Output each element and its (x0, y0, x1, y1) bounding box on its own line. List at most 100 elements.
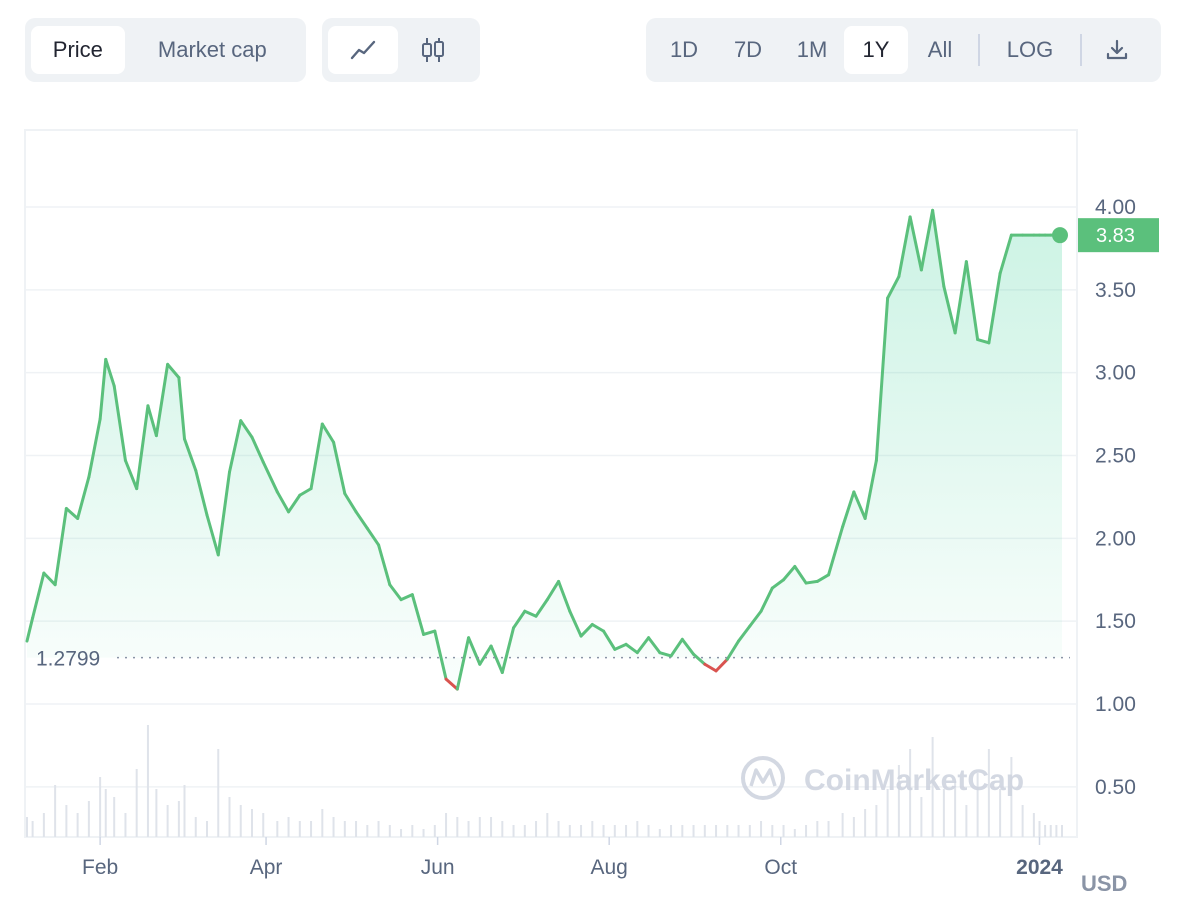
volume-bar (206, 821, 208, 837)
volume-bar (366, 825, 369, 837)
price-line-segment (647, 636, 662, 655)
x-tick-label: Apr (250, 856, 283, 879)
volume-bar (999, 789, 1002, 837)
volume-bar (647, 825, 650, 837)
volume-bar (568, 825, 571, 837)
volume-bar (954, 781, 957, 837)
volume-bar (217, 749, 220, 837)
price-line-segment (87, 417, 102, 479)
price-line-segment (298, 487, 313, 497)
price-line-segment (399, 593, 414, 602)
price-line-segment (545, 579, 561, 602)
volume-bar (31, 821, 34, 837)
candlestick-chart-icon (422, 38, 444, 62)
price-line-segment (177, 376, 186, 441)
y-tick-label: 1.00 (1095, 693, 1136, 716)
volume-bar (1032, 813, 1035, 837)
price-line-segment (444, 677, 459, 691)
volume-bar (681, 825, 684, 837)
x-tick-label: Feb (82, 856, 118, 879)
price-line-segment (183, 437, 198, 472)
download-icon (1106, 39, 1128, 60)
volume-bar (298, 821, 301, 837)
volume-bar (748, 825, 751, 837)
current-price-badge (1078, 218, 1159, 253)
volume-bar (113, 797, 116, 837)
price-line-segment (852, 490, 867, 520)
volume-bar (262, 813, 265, 837)
y-axis: 0.50 1.00 1.50 2.00 2.50 3.00 3.50 4.00 (1095, 196, 1136, 799)
range-1y-button[interactable]: 1Y (844, 26, 908, 74)
price-line-segment (737, 624, 752, 643)
price-line-segment (76, 475, 91, 520)
price-line-segment (793, 564, 808, 585)
range-1m-button[interactable]: 1M (796, 37, 828, 62)
volume-bar (692, 825, 695, 837)
volume-bar (422, 829, 425, 837)
volume-bar (310, 821, 313, 837)
price-line-segment (557, 579, 572, 613)
price-line-segment (512, 609, 527, 630)
toolbar-divider (1080, 34, 1082, 66)
volume-bar (793, 829, 796, 837)
range-1d-button[interactable]: 1D (669, 37, 699, 62)
price-line-segment (365, 526, 381, 547)
volume-bar (782, 825, 785, 837)
volume-bar (1010, 757, 1013, 837)
price-line-segment (261, 460, 279, 494)
price-line-segment (804, 579, 819, 585)
tab-price[interactable]: Price (31, 26, 125, 74)
price-line-segment (467, 636, 482, 666)
price-line-segment (523, 609, 538, 618)
volume-bar (512, 825, 515, 837)
volume-bar (445, 813, 448, 837)
price-line-segment (228, 419, 243, 474)
volume-bars (26, 725, 1063, 837)
price-line-segment (309, 422, 324, 491)
volume-bar (557, 821, 560, 837)
price-line-segment (987, 271, 1002, 345)
range-7d-button[interactable]: 7D (733, 37, 763, 62)
volume-bar (155, 789, 158, 837)
y-tick-label: 0.50 (1095, 776, 1136, 799)
volume-bar (124, 813, 127, 837)
price-line-segment (205, 513, 220, 557)
log-scale-button[interactable]: LOG (1006, 37, 1054, 62)
price-line-segment (919, 208, 935, 272)
price-line-segment (239, 419, 254, 439)
coinmarketcap-watermark: CoinMarketCap (741, 756, 1024, 800)
volume-bar (886, 789, 889, 837)
candlestick-chart-button[interactable] (398, 26, 468, 74)
volume-bar (976, 773, 979, 837)
price-line-segment (782, 564, 797, 582)
range-all-button[interactable]: All (927, 37, 953, 62)
download-button[interactable] (1088, 26, 1146, 74)
volume-bar (1055, 825, 1058, 837)
price-line-segment (377, 543, 392, 587)
x-axis: Feb Apr Jun Aug Oct 2024 (82, 837, 1063, 879)
line-chart-button[interactable] (328, 26, 398, 74)
tab-market-cap[interactable]: Market cap (157, 37, 267, 62)
price-line-segment (534, 598, 549, 618)
volume-bar (228, 797, 231, 837)
volume-bar (1061, 825, 1063, 837)
volume-bar (276, 821, 279, 837)
price-line-segment (216, 470, 231, 557)
price-line-segment (759, 586, 774, 613)
price-line-segment (25, 616, 35, 643)
baseline-label: 1.2799 (36, 648, 100, 671)
price-line-segment (714, 657, 729, 673)
price-line-segment (613, 642, 628, 651)
volume-bar (287, 817, 290, 837)
price-line-segment (635, 636, 651, 655)
volume-bar (433, 825, 436, 837)
price-line-segment (827, 525, 845, 577)
volume-bar (239, 805, 242, 837)
volume-bar (602, 825, 605, 837)
volume-bar (194, 817, 197, 837)
price-line-segment (725, 639, 741, 661)
x-tick-label: Oct (764, 856, 797, 879)
price-line-segment (194, 468, 209, 517)
volume-bar (332, 817, 335, 837)
